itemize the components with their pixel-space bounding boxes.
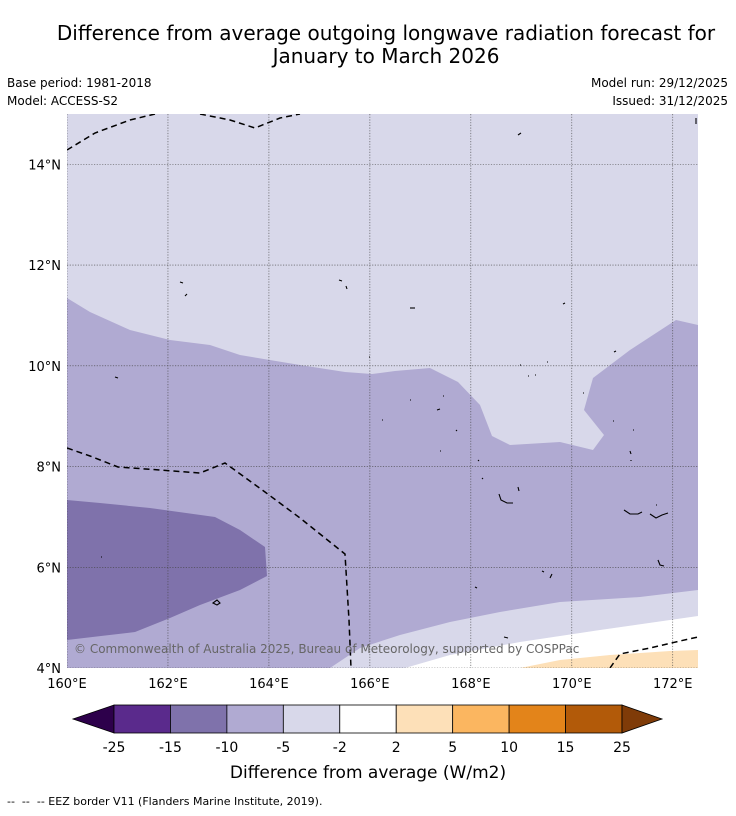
lon-tick-label: 168°E [451,677,491,692]
region-strong-negative [67,500,267,640]
colorbar-tick-label: 10 [500,740,518,756]
colorbar-label: Difference from average (W/m2) [230,763,506,783]
island [583,392,634,431]
lon-tick-label: 170°E [552,677,592,692]
map-figure: © Commonwealth of Australia 2025, Bureau… [28,114,698,783]
title-line-2: January to March 2026 [272,44,500,68]
island [517,132,522,136]
island [520,361,548,377]
island [657,559,665,567]
colorbar-tick-label: -15 [159,740,182,756]
lon-tick-label: 162°E [148,677,188,692]
island [382,395,444,421]
lat-tick-label: 6°N [37,561,62,576]
island [474,586,478,589]
colorbar-ticks: -25 -15 -10 -5 -2 2 5 10 15 25 [103,740,631,756]
latitude-labels: 14°N 12°N 10°N 8°N 6°N 4°N [28,158,61,677]
colorbar-tick-label: -5 [276,740,290,756]
island [114,376,119,379]
anomaly-fill [67,114,698,668]
island [338,279,348,290]
lon-tick-label: 166°E [350,677,390,692]
eez-legend-note: -- -- -- EEZ border V11 (Flanders Marine… [7,795,323,808]
issued-date: Issued: 31/12/2025 [612,94,728,108]
colorbar-cell [339,704,397,734]
eez-border-north [199,114,301,129]
eez-border-marshall-west [67,447,352,668]
colorbar-tick-label: 5 [448,740,457,756]
lat-tick-label: 12°N [28,259,61,274]
eez-border-south-east [609,636,698,668]
lon-tick-label: 164°E [249,677,289,692]
model-name: Model: ACCESS-S2 [7,94,119,108]
island [477,459,484,480]
island [541,570,553,579]
region-weak-positive [520,650,698,668]
colorbar-cell [282,704,341,734]
colorbar-cells [113,704,623,734]
model-run: Model run: 29/12/2025 [590,76,728,90]
gridlines [67,114,698,668]
colorbar-tick-label: 25 [613,740,631,756]
lat-tick-label: 10°N [28,360,61,375]
chart-title: Difference from average outgoing longwav… [0,22,736,68]
lon-tick-label: 172°E [653,677,693,692]
colorbar-cell [226,704,284,734]
island [562,302,566,305]
colorbar-cell [113,704,171,734]
island [211,599,221,606]
colorbar-tick-label: -25 [103,740,126,756]
colorbar-low-extend [71,704,115,734]
eez-border-north-west [67,114,156,151]
lat-tick-label: 8°N [37,461,62,476]
lat-tick-label: 14°N [28,158,61,173]
copyright-text: © Commonwealth of Australia 2025, Bureau… [74,642,579,656]
colorbar-cell [452,704,510,734]
meta-left: Base period: 1981-2018 Model: ACCESS-S2 [7,74,152,110]
colorbar-cell [565,704,623,734]
eez-borders [67,114,698,668]
islands [101,118,697,639]
colorbar-cell [508,704,566,734]
title-line-1: Difference from average outgoing longwav… [56,21,716,45]
island [179,281,188,297]
island [629,450,632,461]
colorbar: -25 -15 -10 -5 -2 2 5 10 15 25 Difference from av… [71,704,664,783]
island [503,636,509,639]
island [623,509,669,519]
colorbar-tick-label: -10 [215,740,238,756]
lat-tick-label: 4°N [37,662,62,677]
longitude-labels: 160°E 162°E 164°E 166°E 168°E 170°E 172°E [47,677,692,692]
colorbar-high-extend [621,704,664,734]
island [498,486,520,504]
colorbar-tick-label: -2 [333,740,347,756]
meta-right: Model run: 29/12/2025 Issued: 31/12/2025 [591,74,728,110]
lon-tick-label: 160°E [47,677,87,692]
colorbar-tick-label: 15 [557,740,575,756]
colorbar-cell [170,704,228,734]
island [440,429,458,452]
colorbar-cell [395,704,454,734]
base-period: Base period: 1981-2018 [7,76,152,90]
island [613,350,617,353]
colorbar-tick-label: 2 [392,740,401,756]
